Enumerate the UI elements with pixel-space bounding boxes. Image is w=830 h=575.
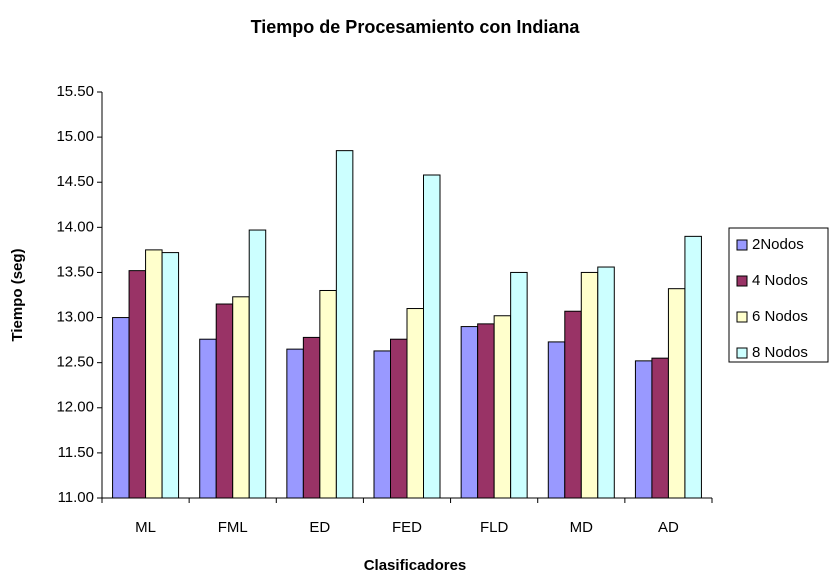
bar [215, 303, 234, 499]
bar [510, 271, 528, 499]
x-tick-label: MD [570, 519, 593, 536]
bar [406, 308, 424, 499]
bar [651, 357, 669, 499]
legend-label: 2Nodos [752, 236, 804, 253]
x-axis-label: Clasificadores [364, 557, 467, 574]
y-tick-label: 11.50 [58, 444, 94, 461]
bar [373, 350, 391, 499]
y-tick-label: 15.00 [56, 128, 94, 145]
y-axis-label: Tiempo (seg) [9, 248, 26, 341]
legend-swatch [736, 347, 748, 359]
legend-swatch [736, 239, 748, 251]
legend-label: 6 Nodos [752, 308, 808, 325]
bar [319, 289, 337, 499]
y-tick-label: 13.00 [56, 309, 94, 326]
y-tick-label: 11.00 [58, 489, 94, 506]
bar [493, 315, 512, 499]
bar [580, 271, 599, 499]
legend-label: 4 Nodos [752, 272, 808, 289]
x-tick-label: AD [658, 519, 679, 536]
bar [477, 323, 495, 499]
bar [597, 266, 615, 499]
bar [547, 341, 566, 499]
x-tick-label: FLD [480, 519, 509, 536]
bar [667, 288, 686, 499]
y-tick-label: 13.50 [56, 263, 94, 280]
y-tick-label: 15.50 [56, 83, 94, 100]
bar [286, 348, 304, 499]
x-tick-label: ED [309, 519, 330, 536]
x-tick-label: FML [218, 519, 248, 536]
bar [232, 296, 250, 499]
legend-label: 8 Nodos [752, 344, 808, 361]
bar [423, 174, 441, 499]
bar [112, 317, 130, 499]
chart-title: Tiempo de Procesamiento con Indiana [251, 17, 581, 37]
y-tick-label: 12.00 [56, 399, 94, 416]
x-tick-label: ML [135, 519, 156, 536]
bar [248, 229, 267, 499]
bar [390, 338, 408, 499]
y-tick-label: 12.50 [56, 354, 94, 371]
bar [460, 326, 479, 499]
bar [302, 336, 321, 499]
bar [335, 150, 354, 499]
bar [199, 338, 217, 499]
bar [634, 360, 653, 499]
y-tick-label: 14.00 [56, 218, 94, 235]
legend-swatch [736, 275, 748, 287]
legend-swatch [736, 311, 748, 323]
bar [564, 310, 582, 499]
y-tick-label: 14.50 [56, 173, 94, 190]
bar [684, 235, 702, 499]
x-tick-label: FED [392, 519, 422, 536]
bar [128, 270, 147, 499]
bar [145, 249, 163, 499]
bar [161, 252, 180, 499]
